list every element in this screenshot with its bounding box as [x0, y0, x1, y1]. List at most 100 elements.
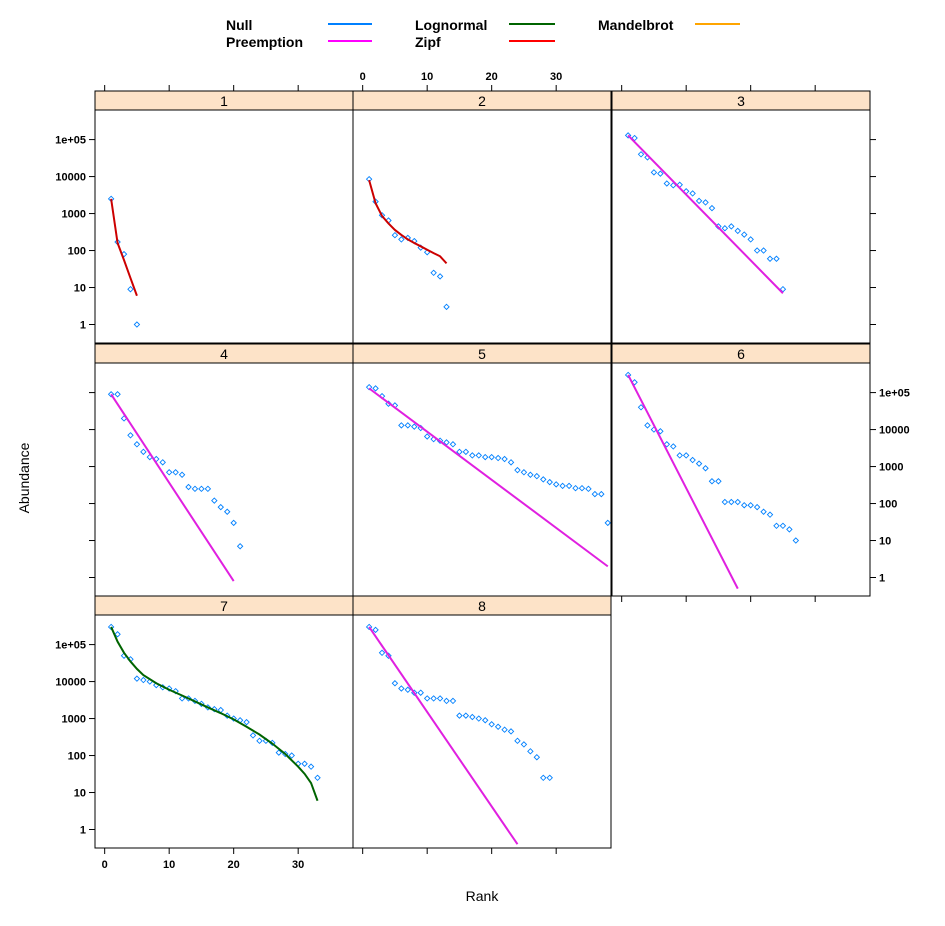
y-tick-label: 1 — [879, 573, 885, 585]
data-point — [514, 466, 521, 474]
panel-frame — [94, 362, 354, 597]
panel-4: 4 — [94, 343, 354, 597]
data-point — [236, 543, 244, 550]
data-point — [133, 675, 141, 682]
y-tick-label: 1000 — [879, 462, 903, 474]
data-point — [165, 469, 173, 476]
data-point — [520, 741, 528, 748]
data-point — [462, 712, 470, 719]
data-point — [456, 712, 463, 719]
x-tick-label: 20 — [486, 71, 498, 83]
data-point — [185, 483, 192, 491]
panel-strip-label: 1 — [220, 93, 228, 109]
y-tick-label: 1e+05 — [55, 135, 86, 147]
panel-data — [107, 195, 141, 328]
data-point — [695, 460, 703, 467]
data-point — [779, 285, 787, 293]
panel-data — [624, 132, 787, 294]
panel-frame — [94, 614, 354, 849]
panels: 1 2 3 4 5 6 7 8 — [94, 90, 871, 849]
data-point — [676, 452, 683, 459]
fit-line-lognormal — [110, 626, 319, 802]
data-point — [520, 469, 528, 476]
panel-strip-label: 3 — [737, 93, 745, 109]
data-point — [140, 676, 147, 684]
data-point — [779, 522, 787, 530]
data-point — [657, 428, 664, 435]
data-point — [753, 247, 761, 254]
panel-frame — [611, 109, 871, 344]
data-point — [546, 478, 553, 486]
panel-frame — [352, 362, 612, 597]
panel-8: 8 — [352, 595, 612, 849]
data-point — [443, 303, 450, 311]
fit-line-zipf — [110, 198, 138, 297]
data-point — [766, 255, 774, 262]
data-point — [624, 132, 632, 139]
data-point — [689, 456, 696, 464]
data-point — [637, 404, 645, 411]
panel-data — [624, 371, 800, 590]
y-axis-title: Abundance — [16, 442, 32, 513]
data-point — [140, 448, 147, 456]
data-point — [533, 753, 541, 761]
panel-data — [365, 383, 611, 568]
data-point — [708, 204, 716, 212]
data-point — [624, 371, 632, 379]
data-point — [449, 441, 457, 448]
data-point — [695, 197, 703, 205]
y-tick-label: 10000 — [55, 172, 86, 184]
data-point — [204, 485, 212, 493]
data-point — [760, 508, 767, 515]
data-point — [533, 472, 541, 480]
data-point — [637, 151, 645, 158]
data-point — [728, 498, 735, 506]
data-point — [172, 469, 179, 476]
data-point — [107, 623, 115, 631]
data-point — [423, 433, 431, 440]
legend-label-mandelbrot: Mandelbrot — [598, 17, 674, 33]
y-tick-label: 1e+05 — [55, 640, 86, 652]
data-point — [365, 383, 373, 391]
y-tick-label: 1 — [80, 320, 86, 332]
panel-data — [365, 175, 450, 311]
data-point — [211, 497, 218, 504]
data-point — [740, 501, 748, 509]
x-tick-label: 0 — [102, 859, 108, 871]
data-point — [631, 379, 638, 386]
data-point — [223, 508, 231, 515]
data-point — [501, 726, 508, 733]
y-tick-label: 10000 — [879, 425, 910, 437]
data-point — [507, 459, 515, 466]
data-point — [391, 231, 399, 239]
panel-strip-label: 5 — [478, 346, 486, 362]
data-point — [546, 774, 553, 782]
panel-strip-label: 6 — [737, 346, 745, 362]
data-point — [114, 391, 121, 398]
legend-label-null: Null — [226, 17, 252, 33]
data-point — [786, 526, 793, 533]
data-point — [702, 465, 709, 472]
data-point — [644, 422, 651, 429]
data-point — [211, 705, 218, 713]
data-point — [423, 695, 431, 702]
panel-data — [365, 623, 553, 845]
panel-7: 7 — [94, 595, 354, 849]
panel-data — [107, 623, 321, 802]
panel-frame — [352, 109, 612, 344]
y-tick-label: 1e+05 — [879, 388, 910, 400]
panel-strip-label: 8 — [478, 598, 486, 614]
data-point — [372, 626, 379, 634]
panel-frame — [611, 362, 871, 597]
data-point — [488, 453, 495, 461]
axes: 1101001000100001e+051101001000100001e+05… — [55, 71, 910, 871]
data-point — [301, 760, 308, 767]
panel-strip-label: 2 — [478, 93, 486, 109]
data-point — [481, 453, 489, 461]
data-point — [760, 247, 767, 254]
data-point — [598, 490, 605, 498]
data-point — [127, 432, 134, 439]
data-point — [307, 763, 315, 770]
data-point — [391, 680, 399, 687]
